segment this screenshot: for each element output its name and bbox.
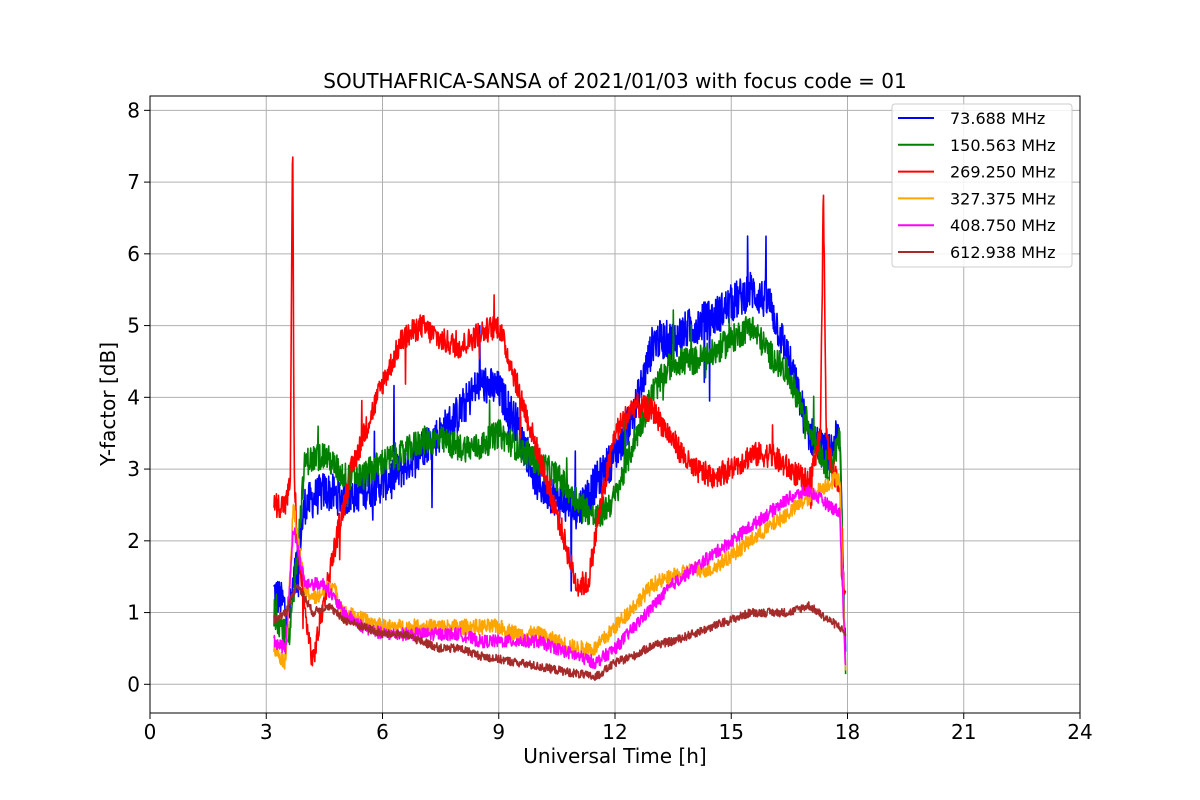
y-tick-label: 1: [127, 601, 140, 625]
legend-label-2: 150.563 MHz: [950, 136, 1055, 155]
legend-label-3: 269.250 MHz: [950, 163, 1055, 182]
y-tick-label: 4: [127, 385, 140, 409]
y-tick-label: 2: [127, 529, 140, 553]
legend-items: 73.688 MHz 150.563 MHz 269.250 MHz 327.375 …: [898, 109, 1055, 262]
series-line-2: [273, 309, 847, 675]
y-tick-label: 0: [127, 672, 140, 696]
x-tick-label: 3: [260, 720, 273, 744]
x-tick-label: 12: [602, 720, 627, 744]
chart-title: SOUTHAFRICA-SANSA of 2021/01/03 with foc…: [323, 69, 907, 93]
series-layer: [273, 156, 847, 682]
y-tick-label: 5: [127, 314, 140, 338]
legend-box: [891, 103, 1073, 268]
legend-label-1: 73.688 MHz: [950, 109, 1045, 128]
x-tick-label: 6: [376, 720, 389, 744]
series-line-6: [273, 583, 847, 682]
series-line-4: [273, 471, 847, 671]
x-tick-label: 0: [144, 720, 157, 744]
y-tick-label: 7: [127, 170, 140, 194]
x-axis-label: Universal Time [h]: [523, 744, 706, 768]
y-axis-label: Y-factor [dB]: [96, 342, 120, 467]
series-line-3: [273, 156, 847, 667]
y-tick-label: 6: [127, 242, 140, 266]
x-tick-label: 24: [1067, 720, 1092, 744]
x-tick-label: 18: [835, 720, 860, 744]
legend-label-4: 327.375 MHz: [950, 189, 1055, 208]
x-tick-label: 9: [492, 720, 505, 744]
legend: 73.688 MHz 150.563 MHz 269.250 MHz 327.375 …: [891, 103, 1073, 268]
x-tick-label: 21: [951, 720, 976, 744]
x-tick-label: 15: [719, 720, 744, 744]
y-tick-label: 8: [127, 98, 140, 122]
y-tick-label: 3: [127, 457, 140, 481]
legend-label-6: 612.938 MHz: [950, 243, 1055, 262]
legend-label-5: 408.750 MHz: [950, 216, 1055, 235]
